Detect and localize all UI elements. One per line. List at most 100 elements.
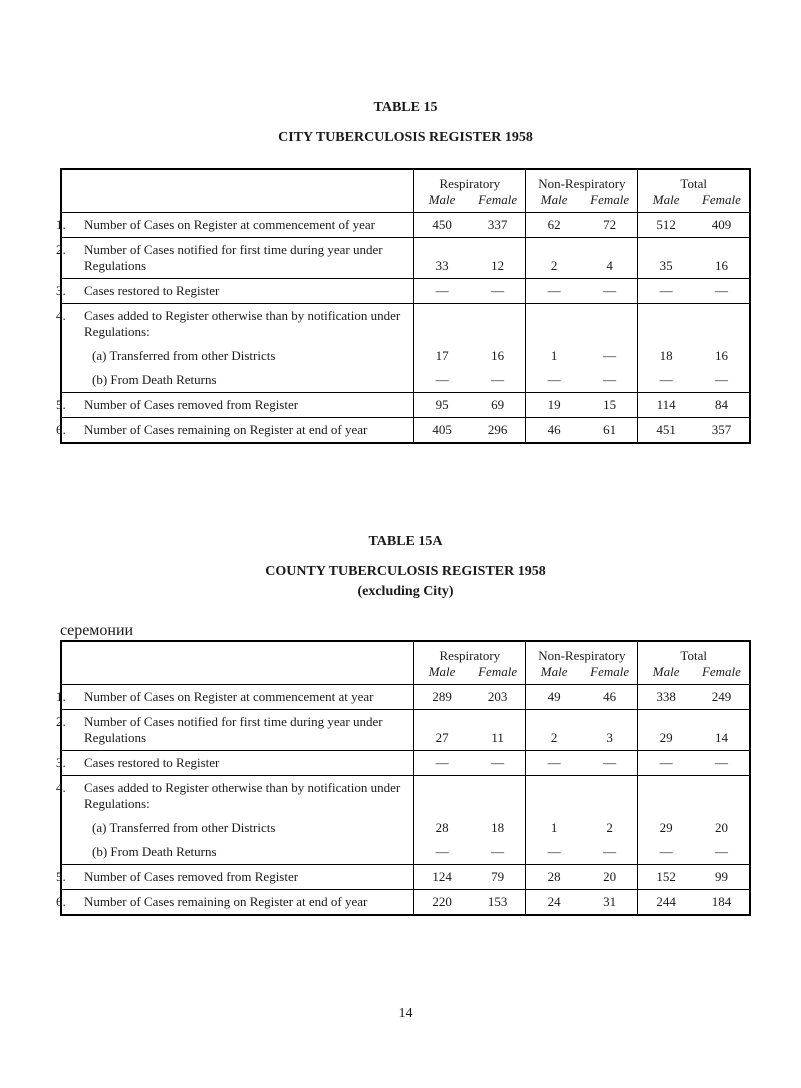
row-label: 1.Number of Cases on Register at commenc…	[61, 213, 414, 238]
cell: 15	[582, 393, 638, 418]
cell: 20	[582, 865, 638, 890]
cell: —	[470, 840, 526, 865]
cell: —	[526, 840, 582, 865]
cell: 18	[638, 344, 694, 368]
cell: 27	[414, 710, 470, 751]
cell: 99	[694, 865, 750, 890]
group-header: Non-Respiratory	[526, 641, 638, 664]
sub-header: Male	[414, 192, 470, 213]
group-header: Total	[638, 169, 750, 192]
row-label: 3.Cases restored to Register	[61, 751, 414, 776]
cell: 1	[526, 816, 582, 840]
cell: 357	[694, 418, 750, 444]
cell: 338	[638, 685, 694, 710]
cell	[470, 304, 526, 345]
row-sub-label: (b) From Death Returns	[61, 368, 414, 393]
cell: 11	[470, 710, 526, 751]
cell: 114	[638, 393, 694, 418]
sub-header: Male	[526, 664, 582, 685]
cell: —	[694, 279, 750, 304]
table-15a: Respiratory Non-Respiratory Total Male F…	[60, 640, 751, 916]
cell: —	[414, 840, 470, 865]
cell: 244	[638, 890, 694, 916]
cell: —	[582, 368, 638, 393]
group-header: Non-Respiratory	[526, 169, 638, 192]
cell: 95	[414, 393, 470, 418]
cell: 19	[526, 393, 582, 418]
cell: —	[638, 368, 694, 393]
cell: —	[582, 840, 638, 865]
cell: 249	[694, 685, 750, 710]
cell: 289	[414, 685, 470, 710]
row-label: 3.Cases restored to Register	[61, 279, 414, 304]
cell: 46	[526, 418, 582, 444]
cell: 28	[414, 816, 470, 840]
sub-header: Female	[470, 192, 526, 213]
cell	[526, 776, 582, 817]
row-label: 6.Number of Cases remaining on Register …	[61, 418, 414, 444]
cell: —	[470, 279, 526, 304]
cell: —	[638, 751, 694, 776]
cell: 409	[694, 213, 750, 238]
cell: 16	[694, 344, 750, 368]
cell: 62	[526, 213, 582, 238]
cell: 61	[582, 418, 638, 444]
row-label: 4.Cases added to Register otherwise than…	[61, 776, 414, 817]
row-label: 2.Number of Cases notified for first tim…	[61, 238, 414, 279]
cell: 152	[638, 865, 694, 890]
sub-header: Male	[526, 192, 582, 213]
cell	[638, 776, 694, 817]
sub-header: Female	[582, 192, 638, 213]
cell	[694, 304, 750, 345]
group-header: Respiratory	[414, 169, 526, 192]
sub-header: Male	[638, 664, 694, 685]
cell	[414, 776, 470, 817]
table-title: COUNTY TUBERCULOSIS REGISTER 1958	[60, 564, 751, 580]
table-number: TABLE 15	[60, 100, 751, 116]
cell: 337	[470, 213, 526, 238]
sub-header: Female	[694, 192, 750, 213]
blank-header-cell	[61, 641, 414, 685]
cell: 450	[414, 213, 470, 238]
row-sub-label: (a) Transferred from other Districts	[61, 816, 414, 840]
cell	[582, 776, 638, 817]
table-15a-block: TABLE 15A COUNTY TUBERCULOSIS REGISTER 1…	[60, 534, 751, 916]
cell: 12	[470, 238, 526, 279]
row-label: 2.Number of Cases notified for first tim…	[61, 710, 414, 751]
cell: 2	[526, 238, 582, 279]
cell: 296	[470, 418, 526, 444]
cell	[694, 776, 750, 817]
cell: 35	[638, 238, 694, 279]
table-subtitle: (excluding City)	[60, 584, 751, 600]
cell: 24	[526, 890, 582, 916]
cell: 18	[470, 816, 526, 840]
row-label: 4.Cases added to Register otherwise than…	[61, 304, 414, 345]
cell: —	[414, 279, 470, 304]
cell: 2	[526, 710, 582, 751]
cell: 3	[582, 710, 638, 751]
cell: 29	[638, 710, 694, 751]
cell: —	[526, 751, 582, 776]
cell: 29	[638, 816, 694, 840]
cell: —	[638, 279, 694, 304]
cell: 451	[638, 418, 694, 444]
cell: 16	[694, 238, 750, 279]
cell: —	[414, 751, 470, 776]
cell: —	[582, 279, 638, 304]
cell: 2	[582, 816, 638, 840]
cell	[470, 776, 526, 817]
sub-header: Male	[414, 664, 470, 685]
cell	[582, 304, 638, 345]
cell	[526, 304, 582, 345]
cell: —	[526, 368, 582, 393]
cell: 153	[470, 890, 526, 916]
row-label: 6.Number of Cases remaining on Register …	[61, 890, 414, 916]
cell: 16	[470, 344, 526, 368]
cell: —	[582, 344, 638, 368]
cell: 184	[694, 890, 750, 916]
cell: 14	[694, 710, 750, 751]
table-15: Respiratory Non-Respiratory Total Male F…	[60, 168, 751, 444]
page-number: 14	[60, 1006, 751, 1022]
cell: —	[638, 840, 694, 865]
cell: 84	[694, 393, 750, 418]
